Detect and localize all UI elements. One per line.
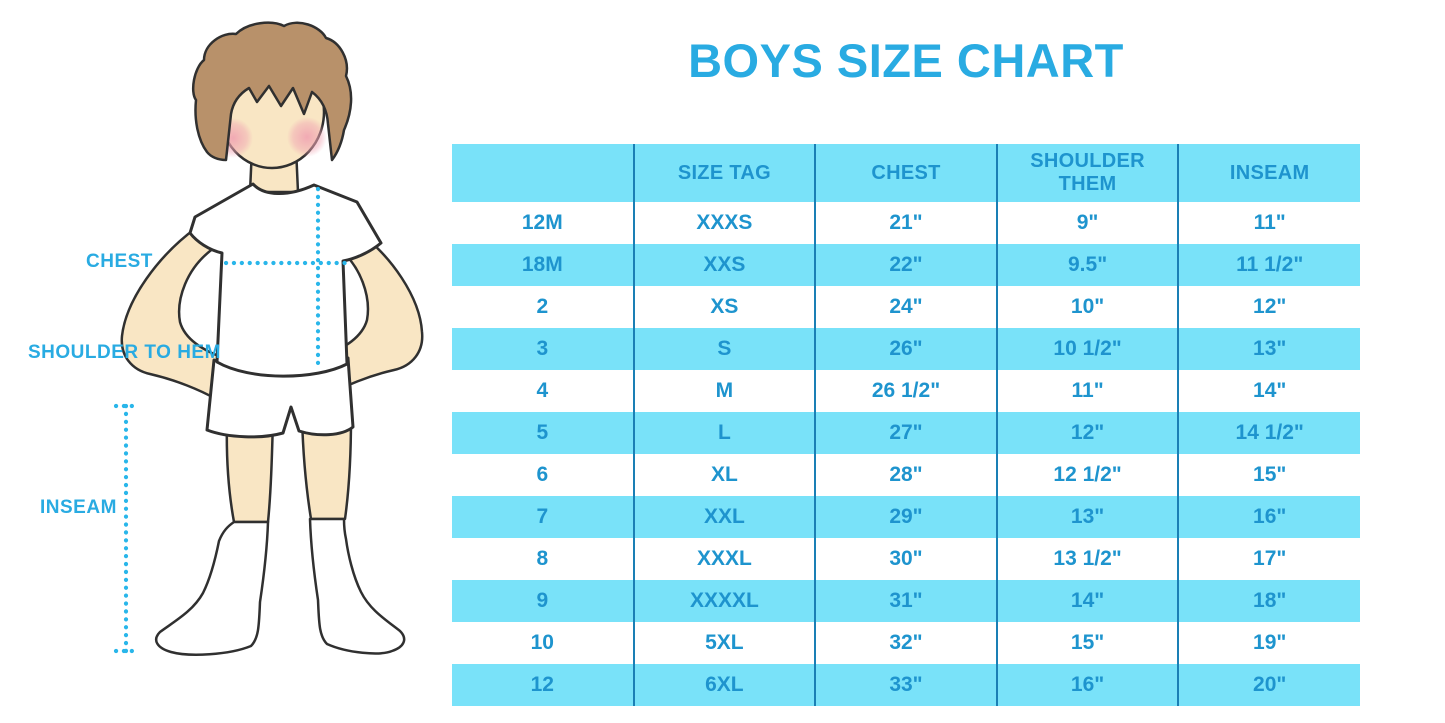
cell-size: 10 (530, 631, 554, 654)
table-row: 9 XXXXL 31" 14" 18" (452, 580, 1360, 622)
cell-shoulder: 9" (995, 202, 1179, 244)
cell-size-tag: XXXL (632, 538, 816, 580)
table-row: 18M XXS 22" 9.5" 11 1/2" (452, 244, 1360, 286)
cell-chest: 30" (814, 538, 997, 580)
header-row: SIZE TAG CHEST SHOULDER THEM INSEAM (452, 144, 1360, 202)
cell-inseam: 17" (1177, 538, 1360, 580)
chest-label: CHEST (86, 251, 153, 272)
cell-size: 12M (521, 211, 563, 234)
left-sock (155, 520, 270, 656)
cell-chest: 33" (814, 664, 997, 706)
cell-size-tag: XS (632, 286, 816, 328)
cell-inseam: 14 1/2" (1177, 412, 1360, 454)
cell-chest: 26" (814, 328, 997, 370)
header-chest: CHEST (814, 144, 997, 202)
boys-size-table: SIZE TAG CHEST SHOULDER THEM INSEAM 12M … (452, 144, 1360, 706)
left-arm (120, 226, 232, 401)
table-row: 2 XS 24" 10" 12" (452, 286, 1360, 328)
cell-size-tag: S (632, 328, 816, 370)
cell-size-tag: 6XL (632, 664, 816, 706)
right-sock (308, 517, 406, 655)
cell-inseam: 11" (1177, 202, 1360, 244)
boy-measurement-illustration (113, 21, 424, 656)
cell-size-tag: XL (632, 454, 816, 496)
cell-size: 4 (536, 379, 549, 402)
cell-size-tag: 5XL (632, 622, 816, 664)
cell-chest: 29" (814, 496, 997, 538)
t-shirt (188, 182, 383, 378)
cell-chest: 32" (814, 622, 997, 664)
cell-size: 7 (452, 496, 634, 538)
table-row: 12M XXXS 21" 9" 11" (452, 202, 1360, 244)
cell-shoulder: 9.5" (995, 244, 1179, 286)
table-row: 5 L 27" 12" 14 1/2" (452, 412, 1360, 454)
header-inseam: INSEAM (1177, 144, 1360, 202)
cell-size-tag: XXS (632, 244, 816, 286)
cell-size: 18M (452, 244, 634, 286)
table-row: 8 XXXL 30" 13 1/2" 17" (452, 538, 1360, 580)
cell-shoulder: 12 1/2" (995, 454, 1179, 496)
cell-chest: 27" (814, 412, 997, 454)
cell-chest: 22" (814, 244, 997, 286)
table-row: 6 XL 28" 12 1/2" 15" (452, 454, 1360, 496)
cell-size: 3 (452, 328, 634, 370)
cell-inseam: 14" (1177, 370, 1360, 412)
cell-chest: 21" (814, 202, 997, 244)
size-table-header: SIZE TAG CHEST SHOULDER THEM INSEAM (452, 144, 1360, 202)
cell-chest: 28" (814, 454, 997, 496)
cell-inseam: 15" (1177, 454, 1360, 496)
table-row: 12 6XL 33" 16" 20" (452, 664, 1360, 706)
size-table-body: 12M XXXS 21" 9" 11" 18M XXS 22" 9.5" 11 … (452, 202, 1360, 706)
cell-shoulder: 16" (995, 664, 1179, 706)
cell-inseam: 18" (1177, 580, 1360, 622)
cell-inseam: 20" (1177, 664, 1360, 706)
cell-size: 2 (536, 295, 549, 318)
cell-shoulder: 15" (995, 622, 1179, 664)
table-row: 10 5XL 32" 15" 19" (452, 622, 1360, 664)
cell-shoulder: 10 1/2" (995, 328, 1179, 370)
header-shoulder-them: SHOULDER THEM (995, 144, 1179, 202)
cell-inseam: 13" (1177, 328, 1360, 370)
cell-shoulder: 13 1/2" (995, 538, 1179, 580)
cell-chest: 26 1/2" (814, 370, 997, 412)
cell-chest: 24" (814, 286, 997, 328)
page-title: BOYS SIZE CHART (688, 34, 1124, 87)
cell-chest: 31" (814, 580, 997, 622)
shoulder-to-hem-label: SHOULDER TO HEM (28, 342, 221, 363)
table-row: 7 XXL 29" 13" 16" (452, 496, 1360, 538)
cell-shoulder: 14" (995, 580, 1179, 622)
hair (192, 21, 353, 162)
cell-size-tag: XXXS (632, 202, 816, 244)
cell-size-tag: XXL (632, 496, 816, 538)
table-row: 3 S 26" 10 1/2" 13" (452, 328, 1360, 370)
header-size (452, 144, 634, 202)
cell-size: 8 (536, 547, 549, 570)
right-cheek-blush (287, 117, 327, 157)
cell-size: 6 (536, 463, 549, 486)
cell-inseam: 11 1/2" (1177, 244, 1360, 286)
cell-shoulder: 10" (995, 286, 1179, 328)
cell-shoulder: 11" (995, 370, 1179, 412)
cell-size-tag: XXXXL (632, 580, 816, 622)
header-size-tag: SIZE TAG (632, 144, 816, 202)
cell-size-tag: M (632, 370, 816, 412)
cell-size: 5 (452, 412, 634, 454)
cell-inseam: 19" (1177, 622, 1360, 664)
cell-size: 9 (452, 580, 634, 622)
cell-shoulder: 13" (995, 496, 1179, 538)
cell-size-tag: L (632, 412, 816, 454)
inseam-label: INSEAM (40, 497, 117, 518)
table-row: 4 M 26 1/2" 11" 14" (452, 370, 1360, 412)
cell-size: 12 (452, 664, 634, 706)
cell-inseam: 12" (1177, 286, 1360, 328)
cell-shoulder: 12" (995, 412, 1179, 454)
cell-inseam: 16" (1177, 496, 1360, 538)
